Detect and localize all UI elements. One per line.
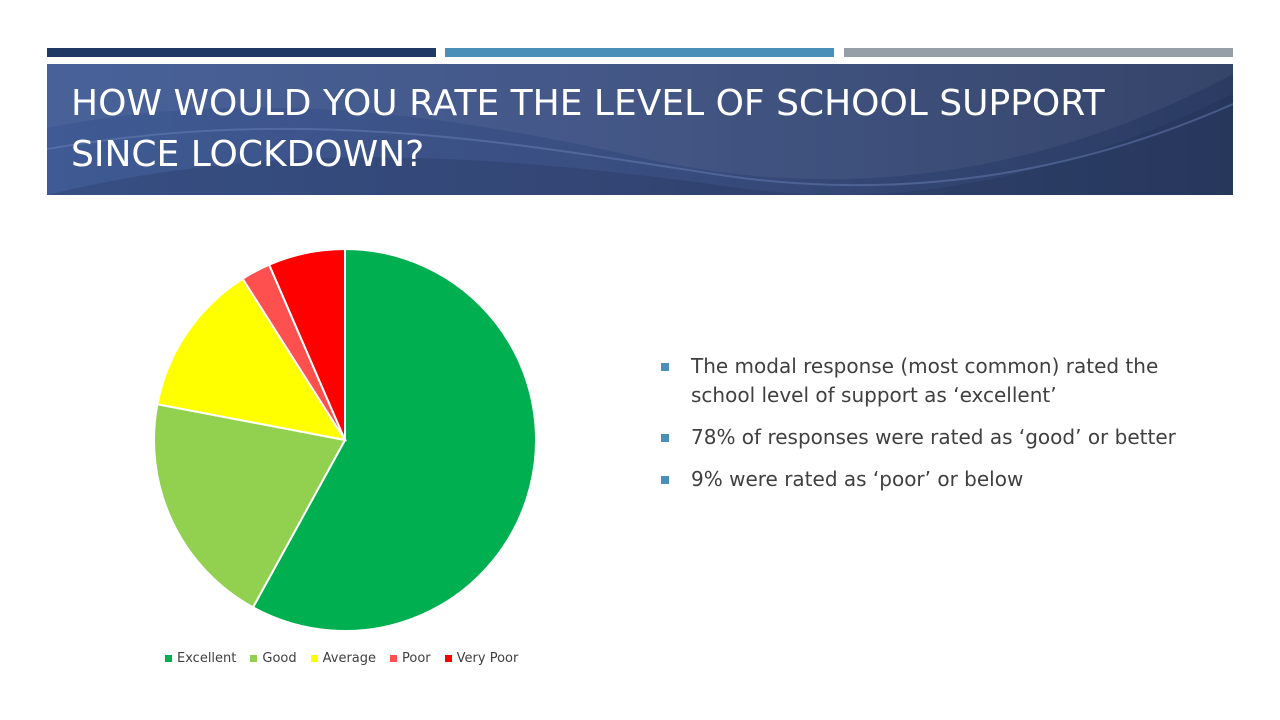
legend-item-excellent: Excellent (165, 651, 236, 666)
bullet-item: 9% were rated as ‘poor’ or below (660, 465, 1220, 494)
accent-bar-navy (47, 48, 436, 57)
legend-item-good: Good (250, 651, 297, 666)
bullet-marker (661, 476, 669, 484)
pie-slice-average (156, 277, 348, 442)
legend-label: Good (262, 651, 297, 666)
bullet-marker (661, 434, 669, 442)
pie-slice-excellent (251, 247, 537, 632)
bullet-text: 78% of responses were rated as ‘good’ or… (691, 425, 1176, 449)
bullet-marker (661, 363, 669, 371)
legend-swatch (165, 655, 172, 662)
title-band-background (47, 64, 1233, 195)
legend-swatch (390, 655, 398, 662)
legend-item-average: Average (310, 651, 377, 666)
accent-bar-gray (844, 48, 1233, 57)
pie-chart-svg (153, 247, 537, 632)
accent-bar-blue (445, 48, 834, 57)
chart-legend: Excellent Good Average Poor Very Poor (165, 651, 518, 666)
bullet-text: 9% were rated as ‘poor’ or below (691, 467, 1024, 491)
legend-swatch (310, 655, 318, 662)
legend-label: Very Poor (456, 651, 519, 666)
bullet-list: The modal response (most common) rated t… (660, 352, 1220, 507)
slide-title: HOW WOULD YOU RATE THE LEVEL OF SCHOOL S… (71, 83, 1105, 175)
bullet-text: The modal response (most common) rated t… (691, 354, 1159, 407)
legend-item-poor: Poor (390, 651, 431, 666)
bullet-item: 78% of responses were rated as ‘good’ or… (660, 423, 1220, 452)
pie-slice-very-poor (267, 247, 346, 441)
pie-chart (130, 230, 560, 690)
legend-label: Average (322, 651, 377, 666)
title-band: HOW WOULD YOU RATE THE LEVEL OF SCHOOL S… (47, 64, 1233, 195)
pie-slice-good (153, 403, 347, 609)
legend-item-very-poor: Very Poor (444, 651, 519, 666)
legend-swatch (444, 655, 452, 662)
bullet-item: The modal response (most common) rated t… (660, 352, 1220, 410)
legend-swatch (250, 655, 258, 662)
legend-label: Excellent (177, 651, 237, 666)
legend-label: Poor (402, 651, 431, 666)
